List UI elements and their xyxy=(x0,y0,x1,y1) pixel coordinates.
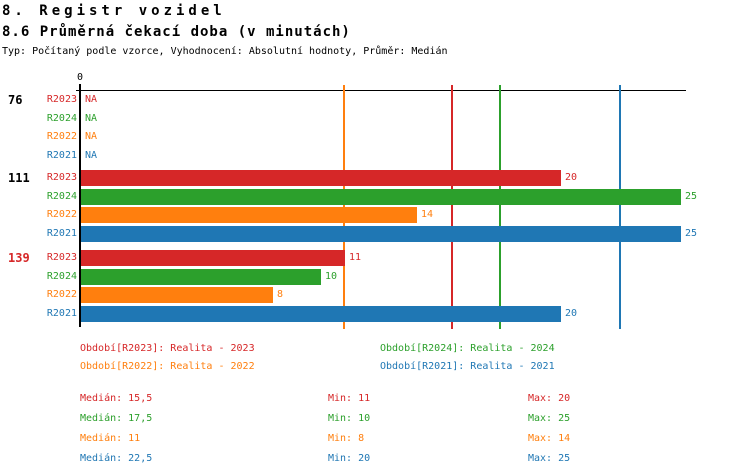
bar-value-label: NA xyxy=(85,131,98,142)
legend-item-R2022: Období[R2022]: Realita - 2022 xyxy=(80,361,255,372)
bar-value-label: 14 xyxy=(421,209,434,220)
page-title: 8. Registr vozidel xyxy=(2,3,226,19)
stat-max: Max: 14 xyxy=(528,433,571,444)
x-axis-line xyxy=(76,90,686,91)
stat-max: Max: 25 xyxy=(528,453,571,464)
x-axis-origin-label: 0 xyxy=(76,72,84,83)
series-label: R2021 xyxy=(46,307,77,319)
series-label: R2022 xyxy=(46,209,77,220)
bar-value-label: 11 xyxy=(349,252,362,263)
bar-value-label: 8 xyxy=(277,289,284,300)
stat-median: Medián: 22,5 xyxy=(80,453,153,464)
median-line-R2021 xyxy=(619,85,621,329)
stat-median: Medián: 17,5 xyxy=(80,413,153,424)
bar-value-label: NA xyxy=(85,149,98,161)
stat-median: Medián: 15,5 xyxy=(80,393,153,404)
legend-item-R2023: Období[R2023]: Realita - 2023 xyxy=(80,343,255,354)
bar-value-label: 25 xyxy=(685,190,698,202)
median-line-R2024 xyxy=(499,85,501,329)
series-label: R2024 xyxy=(46,190,77,202)
bar-R2021 xyxy=(81,305,561,322)
bar-R2024 xyxy=(81,268,321,285)
stat-max: Max: 25 xyxy=(528,413,571,424)
series-label: R2023 xyxy=(46,172,77,183)
series-label: R2021 xyxy=(46,227,77,239)
bar-R2023 xyxy=(81,170,561,186)
bar-value-label: 10 xyxy=(325,270,338,282)
bar-R2024 xyxy=(81,188,681,205)
bar-R2022 xyxy=(81,287,273,303)
y-axis-line xyxy=(79,84,81,327)
bar-R2021 xyxy=(81,225,681,242)
stat-min: Min: 11 xyxy=(328,393,371,404)
series-label: R2024 xyxy=(46,112,77,124)
chart-meta-line: Typ: Počítaný podle vzorce, Vyhodnocení:… xyxy=(2,46,448,57)
bar-R2022 xyxy=(81,207,417,223)
series-label: R2023 xyxy=(46,252,77,263)
stat-min: Min: 20 xyxy=(328,453,371,464)
stat-median: Medián: 11 xyxy=(80,433,141,444)
legend-item-R2021: Období[R2021]: Realita - 2021 xyxy=(380,361,555,372)
series-label: R2021 xyxy=(46,149,77,161)
bar-R2023 xyxy=(81,250,345,266)
legend-item-R2024: Období[R2024]: Realita - 2024 xyxy=(380,343,555,354)
stat-min: Min: 8 xyxy=(328,433,365,444)
stat-min: Min: 10 xyxy=(328,413,371,424)
bar-value-label: NA xyxy=(85,112,98,124)
bar-value-label: 20 xyxy=(565,307,578,319)
stat-max: Max: 20 xyxy=(528,393,571,404)
bar-value-label: NA xyxy=(85,94,98,105)
group-label: 76 xyxy=(8,93,23,107)
series-label: R2022 xyxy=(46,131,77,142)
series-label: R2022 xyxy=(46,289,77,300)
chart-title: 8.6 Průměrná čekací doba (v minutách) xyxy=(2,24,351,40)
group-label: 111 xyxy=(8,171,30,185)
group-label: 139 xyxy=(8,251,30,265)
bar-value-label: 20 xyxy=(565,172,578,183)
bar-value-label: 25 xyxy=(685,227,698,239)
series-label: R2023 xyxy=(46,94,77,105)
series-label: R2024 xyxy=(46,270,77,282)
median-line-R2023 xyxy=(451,85,453,329)
